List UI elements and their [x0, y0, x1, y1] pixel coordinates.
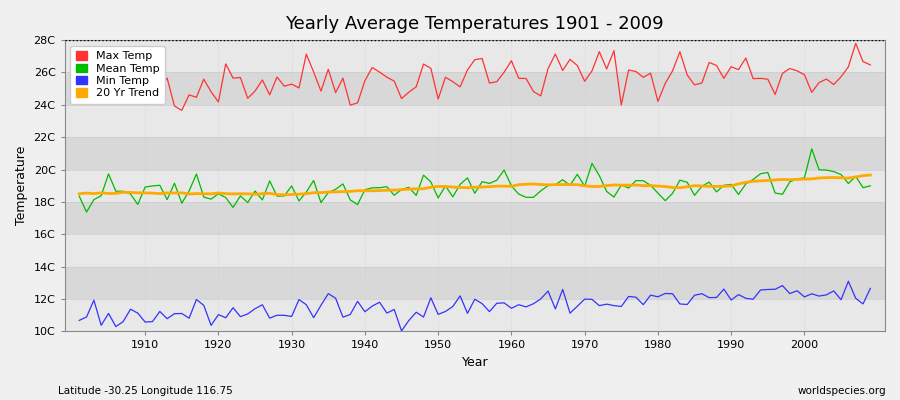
- Bar: [65, 267, 885, 299]
- Text: worldspecies.org: worldspecies.org: [798, 386, 886, 396]
- X-axis label: Year: Year: [462, 356, 488, 369]
- Legend: Max Temp, Mean Temp, Min Temp, 20 Yr Trend: Max Temp, Mean Temp, Min Temp, 20 Yr Tre…: [70, 46, 165, 104]
- Bar: [65, 40, 885, 72]
- Title: Yearly Average Temperatures 1901 - 2009: Yearly Average Temperatures 1901 - 2009: [285, 15, 664, 33]
- Y-axis label: Temperature: Temperature: [15, 146, 28, 226]
- Bar: [65, 299, 885, 332]
- Bar: [65, 170, 885, 202]
- Bar: [65, 105, 885, 137]
- Bar: [65, 234, 885, 267]
- Bar: [65, 72, 885, 105]
- Bar: [65, 202, 885, 234]
- Text: Latitude -30.25 Longitude 116.75: Latitude -30.25 Longitude 116.75: [58, 386, 233, 396]
- Bar: [65, 137, 885, 170]
